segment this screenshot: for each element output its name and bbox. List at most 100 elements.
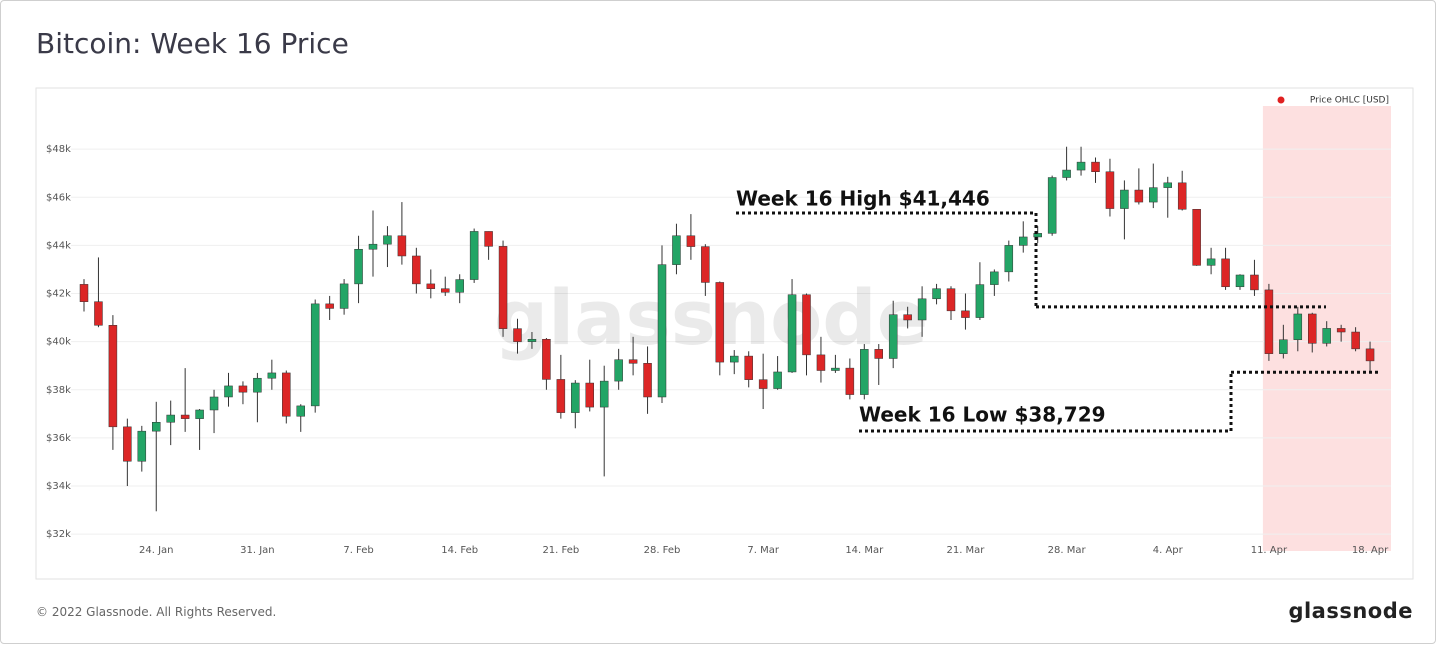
x-tick-label: 21. Feb: [542, 545, 579, 556]
candle-body: [282, 372, 291, 417]
candle-body: [79, 284, 89, 302]
candle-body: [1091, 161, 1100, 172]
annotation-text: Week 16 Low $38,729: [859, 403, 1106, 427]
candle-body: [455, 279, 464, 293]
candle-body: [585, 382, 594, 408]
y-tick-label: $32k: [46, 529, 71, 540]
candle-body: [1019, 236, 1028, 246]
candle-body: [238, 385, 248, 393]
candle-body: [932, 288, 941, 300]
candle-body: [1293, 313, 1303, 340]
candle-body: [267, 372, 277, 379]
candle-body: [310, 303, 320, 407]
candle-body: [108, 325, 118, 428]
candle-body: [773, 371, 782, 389]
candle-body: [961, 310, 970, 318]
candle-body: [1149, 187, 1158, 203]
candle-body: [975, 284, 985, 318]
candle-body: [94, 301, 103, 326]
legend-label: Price OHLC [USD]: [1310, 96, 1389, 106]
watermark: glassnode: [494, 273, 928, 362]
candle-body: [643, 363, 652, 398]
candle-body: [209, 396, 219, 411]
candle-body: [412, 255, 421, 285]
candle-body: [1336, 328, 1346, 333]
candle-body: [1235, 274, 1245, 288]
candle-body: [701, 246, 710, 283]
candle-body: [1264, 289, 1274, 354]
candle-body: [1279, 339, 1288, 354]
candle-body: [1308, 313, 1317, 344]
candle-body: [195, 409, 204, 419]
annotation-leader: [859, 372, 1233, 433]
candle-body: [1047, 177, 1057, 234]
candle-body: [917, 298, 927, 321]
x-tick-label: 21. Mar: [946, 545, 985, 556]
candle-body: [1351, 331, 1360, 350]
candle-body: [672, 235, 681, 265]
y-tick-label: $34k: [46, 481, 71, 492]
y-tick-label: $48k: [46, 144, 71, 155]
candle-body: [686, 235, 696, 247]
y-tick-label: $42k: [46, 289, 71, 300]
candle-body: [1004, 245, 1014, 273]
candle-body: [1322, 328, 1331, 344]
candle-body: [802, 294, 811, 356]
candle-body: [224, 385, 233, 398]
candle-body: [152, 422, 161, 432]
candle-body: [166, 414, 175, 423]
candle-body: [339, 283, 349, 309]
y-tick-label: $44k: [46, 240, 71, 251]
candle-body: [296, 405, 305, 417]
candle-body: [1120, 189, 1129, 209]
x-tick-label: 31. Jan: [240, 545, 275, 556]
candle-body: [888, 314, 898, 359]
chart-title: Bitcoin: Week 16 Price: [36, 27, 349, 60]
x-tick-label: 28. Mar: [1048, 545, 1087, 556]
candle-body: [1134, 189, 1144, 203]
y-tick-label: $46k: [46, 192, 71, 203]
copyright: © 2022 Glassnode. All Rights Reserved.: [36, 605, 277, 619]
candle-body: [1250, 274, 1259, 291]
y-tick-label: $40k: [46, 337, 71, 348]
x-tick-label: 7. Feb: [343, 545, 373, 556]
candle-body: [354, 248, 363, 285]
candle-body: [1206, 258, 1216, 266]
candle-body: [397, 235, 407, 257]
annotation-leader: [736, 211, 1038, 307]
candle-body: [571, 382, 580, 413]
candle-body: [990, 271, 999, 285]
y-tick-label: $38k: [46, 385, 71, 396]
candle-body: [368, 243, 378, 250]
legend-swatch: [1277, 96, 1285, 104]
candle-body: [513, 328, 522, 342]
candle-body: [816, 354, 826, 371]
candle-body: [542, 338, 551, 380]
candle-body: [137, 430, 147, 462]
candle-body: [484, 231, 493, 247]
candle-body: [325, 303, 334, 309]
candle-body: [715, 282, 725, 363]
candle-body: [180, 414, 190, 419]
candle-body: [1221, 258, 1230, 288]
candle-body: [556, 379, 566, 413]
candle-body: [758, 379, 768, 389]
candle-body: [441, 288, 450, 293]
candle-body: [614, 359, 623, 382]
candle-body: [946, 288, 956, 312]
candle-body: [730, 355, 739, 363]
candle-body: [426, 283, 436, 289]
x-tick-label: 14. Mar: [845, 545, 884, 556]
candle-body: [860, 349, 869, 395]
candle-body: [527, 338, 537, 342]
annotation-text: Week 16 High $41,446: [736, 187, 990, 211]
x-tick-label: 14. Feb: [441, 545, 478, 556]
candle-body: [1163, 182, 1172, 188]
candle-body: [1192, 209, 1201, 266]
candle-body: [628, 359, 638, 364]
candle-body: [123, 426, 132, 462]
candle-body: [787, 294, 797, 373]
x-tick-label: 4. Apr: [1153, 545, 1184, 556]
